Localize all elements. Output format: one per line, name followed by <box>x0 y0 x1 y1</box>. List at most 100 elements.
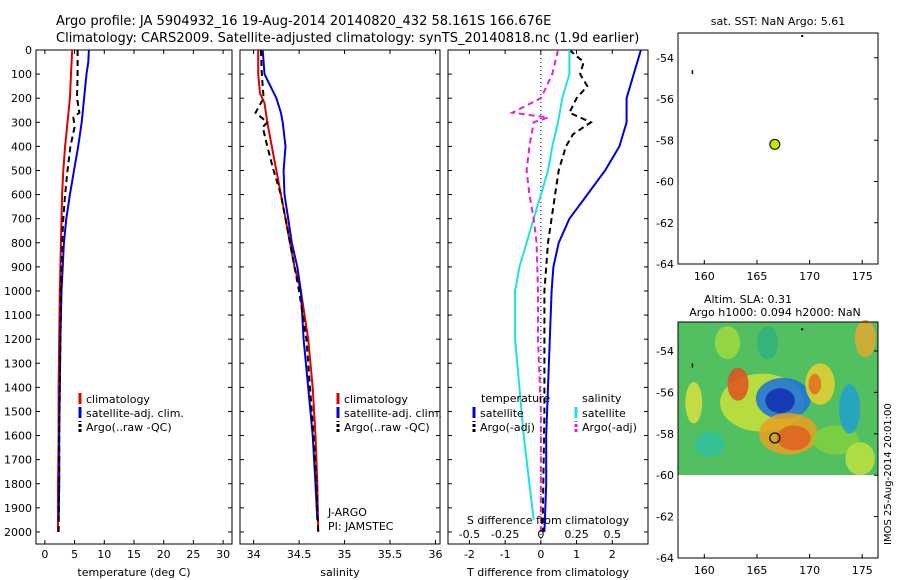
legend-title: temperature <box>481 392 550 405</box>
y-tick-label: 1800 <box>4 478 32 491</box>
heatmap-blob <box>776 425 811 451</box>
y-tick-label: -62 <box>656 217 674 230</box>
heatmap-blob <box>756 326 778 360</box>
y-tick-label: -54 <box>656 345 674 358</box>
panel-difference: -2 -1 0 1 2 -0.5 -0.25 0 0.25 0.5S difference fro… <box>447 49 649 579</box>
y-tick-label: 300 <box>11 116 32 129</box>
series-line <box>57 50 81 533</box>
y-tick-label: -58 <box>656 428 674 441</box>
x-tick-label: 0 <box>537 548 544 561</box>
panels: 0 5 10 15 20 25 300100200300400500600700800900… <box>4 15 894 579</box>
heatmap-blob <box>839 384 861 434</box>
legend-label: satellite <box>480 407 524 420</box>
x-tick-label: 34.5 <box>287 548 312 561</box>
x-tick-label: 34 <box>247 548 261 561</box>
x2-tick-label: 0 <box>537 528 544 541</box>
map-title: sat. SST: NaN Argo: 5.61 <box>711 15 845 28</box>
x-tick-label: 170 <box>799 564 820 577</box>
map-frame <box>677 321 879 559</box>
x2-tick-label: 0.5 <box>604 528 622 541</box>
x-tick-label: 10 <box>97 548 111 561</box>
series-line <box>254 49 320 533</box>
y-tick-label: -64 <box>656 552 674 565</box>
x-tick-label: 1 <box>573 548 580 561</box>
x-tick-label: 165 <box>746 270 767 283</box>
series-line <box>57 49 90 520</box>
panel-sst-map: 160 165 170 175 -54 -56 -58 -60 -62 -64 sat. SST: … <box>656 15 879 283</box>
y-tick-label: -58 <box>656 134 674 147</box>
coast-dot <box>801 35 804 38</box>
x2-tick-label: -0.25 <box>491 528 519 541</box>
y-tick-label: 1300 <box>4 357 32 370</box>
y-tick-label: 800 <box>11 237 32 250</box>
y-tick-label: -62 <box>656 511 674 524</box>
legend-label: climatology <box>86 393 150 406</box>
x-axis-label: temperature (deg C) <box>77 566 190 579</box>
panel-salinity: 34 34.5 35 35.5 36 salinity climatologysatelli… <box>239 49 442 579</box>
series-line <box>543 49 642 533</box>
x-tick-label: -1 <box>500 548 511 561</box>
y-tick-label: -64 <box>656 258 674 271</box>
map-frame <box>677 32 879 265</box>
legend-label: climatology <box>344 393 408 406</box>
legend-label: Argo(..raw -QC) <box>344 421 430 434</box>
y-tick-label: 1000 <box>4 285 32 298</box>
legend-label: satellite <box>582 407 626 420</box>
panel-temperature: 0 5 10 15 20 25 300100200300400500600700800900… <box>4 44 233 579</box>
heatmap-blob <box>714 326 741 360</box>
y-tick-label: 500 <box>11 164 32 177</box>
heatmap-blob <box>808 373 822 395</box>
x-tick-label: 36 <box>428 548 442 561</box>
heatmap-blob <box>765 388 795 414</box>
y-tick-label: 200 <box>11 92 32 105</box>
x2-axis-label: S difference from climatology <box>467 514 630 527</box>
y-tick-label: -60 <box>656 469 674 482</box>
axes-frame <box>447 49 649 545</box>
x-tick-label: 20 <box>157 548 171 561</box>
x-tick-label: -2 <box>464 548 475 561</box>
y-tick-label: 2000 <box>4 526 32 539</box>
x-tick-label: 2 <box>609 548 616 561</box>
x-tick-label: 160 <box>694 564 715 577</box>
x-tick-label: 25 <box>186 548 200 561</box>
legend-label: satellite-adj. clim. <box>344 407 442 420</box>
series-line <box>514 50 571 521</box>
legend-label: satellite-adj. clim. <box>86 407 184 420</box>
no-data-area <box>678 475 878 558</box>
y-tick-label: 1500 <box>4 405 32 418</box>
x-axis-label: salinity <box>320 566 360 579</box>
y-tick-label: 1400 <box>4 381 32 394</box>
y-tick-label: 400 <box>11 140 32 153</box>
x-axis-label: T difference from climatology <box>466 566 629 579</box>
series-line <box>541 49 593 533</box>
legend-label: Argo(-adj) <box>582 421 637 434</box>
x2-tick-label: 0.25 <box>564 528 589 541</box>
y-tick-label: 0 <box>25 44 32 57</box>
y-tick-label: 100 <box>11 68 32 81</box>
x-tick-label: 0 <box>41 548 48 561</box>
y-tick-label: 1100 <box>4 309 32 322</box>
y-tick-label: -54 <box>656 52 674 65</box>
x2-tick-label: -0.5 <box>459 528 480 541</box>
heatmap-blob <box>694 431 725 457</box>
header-line2: Climatology: CARS2009. Satellite-adjuste… <box>56 31 639 46</box>
header-line1: Argo profile: JA 5904932_16 19-Aug-2014 … <box>56 14 551 29</box>
x-tick-label: 170 <box>799 270 820 283</box>
series-line <box>508 49 559 532</box>
argo-marker <box>769 138 781 150</box>
map-title: Argo h1000: 0.094 h2000: NaN <box>689 306 861 319</box>
legend-title: salinity <box>582 392 622 405</box>
series-line <box>261 49 319 520</box>
legend-label: Argo(..raw -QC) <box>86 421 172 434</box>
imos-label: IMOS 25-Aug-2014 20:01:00 <box>883 403 894 545</box>
annotation: PI: JAMSTEC <box>328 520 394 533</box>
x-tick-label: 175 <box>852 564 873 577</box>
sla-heatmap <box>678 319 878 476</box>
y-tick-label: -56 <box>656 93 674 106</box>
y-tick-label: -60 <box>656 176 674 189</box>
axes-frame <box>239 49 441 545</box>
legend-label: Argo(-adj) <box>480 421 535 434</box>
y-tick-label: 1200 <box>4 333 32 346</box>
